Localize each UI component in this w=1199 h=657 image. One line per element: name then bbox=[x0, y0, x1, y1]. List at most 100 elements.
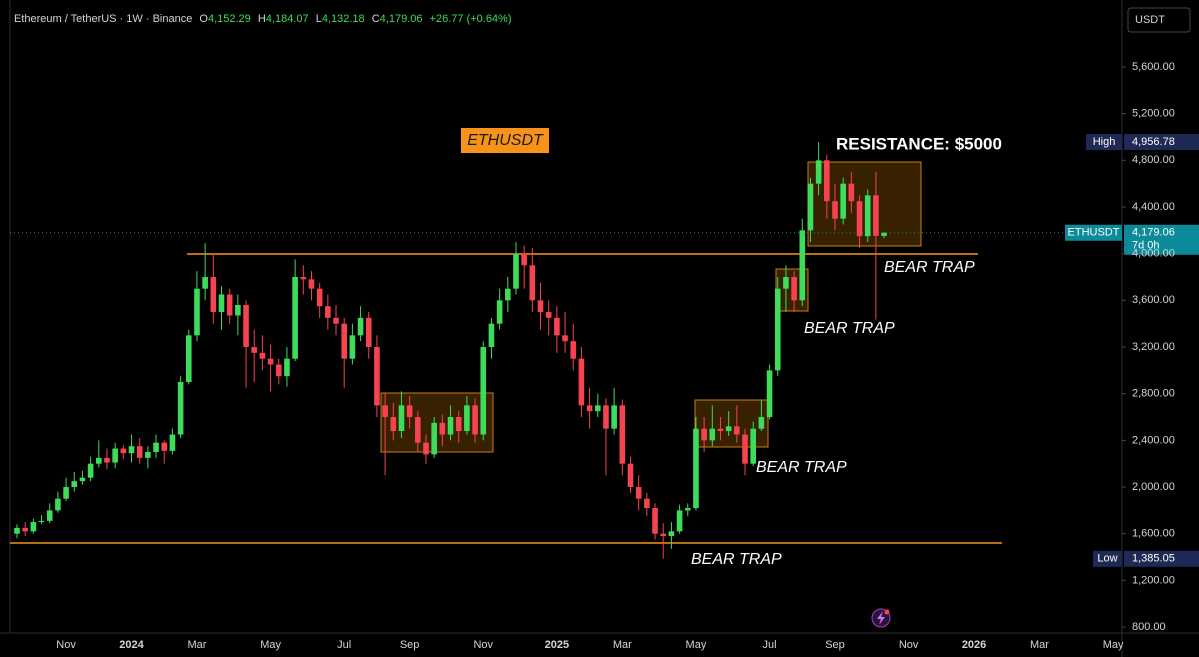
candle-body bbox=[218, 294, 225, 313]
candle-body bbox=[774, 288, 781, 371]
ohlc-key: L bbox=[316, 13, 322, 25]
candle-body bbox=[684, 508, 691, 511]
candle-body bbox=[415, 417, 421, 443]
candle-body bbox=[292, 277, 298, 359]
candle-body bbox=[169, 434, 176, 451]
y-tick-label: 3,600.00 bbox=[1132, 294, 1175, 306]
candle-body bbox=[562, 335, 568, 342]
x-tick-label: Nov bbox=[899, 639, 919, 651]
candle-body bbox=[447, 417, 454, 435]
candle-body bbox=[480, 347, 487, 435]
candle-body bbox=[783, 277, 789, 289]
candle-body bbox=[807, 183, 814, 231]
ohlc-key: C bbox=[372, 13, 380, 25]
y-tick-label: 1,600.00 bbox=[1132, 528, 1175, 540]
candle-body bbox=[742, 434, 748, 464]
y-tick-label: 4,000.00 bbox=[1132, 248, 1175, 260]
candle-body bbox=[717, 428, 724, 432]
alert-icon-dot bbox=[884, 609, 890, 615]
candle-body bbox=[815, 160, 822, 184]
candle-body bbox=[46, 510, 53, 521]
candle-body bbox=[603, 405, 609, 429]
candle-body bbox=[14, 527, 20, 534]
x-tick-label: Mar bbox=[1030, 639, 1049, 651]
x-tick-label: 2026 bbox=[962, 639, 986, 651]
candle-body bbox=[627, 463, 634, 488]
price-tag-label: ETHUSDT bbox=[1068, 227, 1120, 239]
x-tick-label: 2025 bbox=[545, 639, 569, 651]
candle-body bbox=[284, 358, 290, 377]
candle-body bbox=[545, 312, 552, 318]
y-tick-label: 4,800.00 bbox=[1132, 154, 1175, 166]
candle-body bbox=[856, 201, 863, 237]
candle-body bbox=[758, 417, 765, 429]
y-tick-label: 2,400.00 bbox=[1132, 434, 1175, 446]
candle-body bbox=[791, 277, 797, 301]
candle-body bbox=[406, 405, 413, 418]
candle-body bbox=[619, 405, 626, 464]
symbol-box-label: ETHUSDT bbox=[467, 132, 544, 149]
candle-body bbox=[275, 364, 282, 377]
price-tag-value-box bbox=[1124, 224, 1199, 255]
candle-body bbox=[145, 452, 151, 458]
currency-button[interactable] bbox=[1127, 7, 1191, 33]
candle-body bbox=[464, 405, 470, 432]
x-tick-label: Nov bbox=[473, 639, 493, 651]
candle-body bbox=[63, 487, 69, 499]
x-tick-label: Sep bbox=[400, 639, 420, 651]
candle-body bbox=[635, 487, 642, 499]
candle-body bbox=[701, 428, 707, 441]
candle-body bbox=[611, 405, 617, 429]
candle-body bbox=[505, 288, 511, 301]
candle-body bbox=[488, 323, 495, 348]
candle-body bbox=[496, 300, 503, 324]
candle-body bbox=[226, 294, 233, 316]
candle-body bbox=[423, 442, 429, 455]
candle-body bbox=[570, 341, 577, 359]
y-tick-label: 800.00 bbox=[1132, 621, 1166, 633]
candle-body bbox=[357, 317, 364, 336]
candle-body bbox=[873, 195, 879, 236]
price-tag-label-box bbox=[1086, 134, 1122, 151]
candle-body bbox=[259, 352, 266, 359]
candle-body bbox=[652, 508, 658, 534]
candle-body bbox=[79, 477, 86, 482]
candle-body bbox=[848, 183, 855, 202]
y-tick-label: 2,000.00 bbox=[1132, 481, 1175, 493]
candle-body bbox=[30, 522, 37, 532]
candle-body bbox=[267, 358, 274, 365]
candle-body bbox=[308, 279, 315, 289]
candle-body bbox=[725, 426, 732, 432]
price-tag-label-box bbox=[1065, 224, 1122, 241]
candle-body bbox=[832, 201, 838, 219]
candle-body bbox=[799, 230, 806, 301]
ohlc-value: 4,152.29 bbox=[208, 13, 251, 25]
candle-body bbox=[104, 457, 110, 463]
ohlc-value: 4,184.07 bbox=[266, 13, 309, 25]
candle-body bbox=[676, 510, 683, 532]
y-tick-label: 5,200.00 bbox=[1132, 108, 1175, 120]
candle-body bbox=[128, 446, 135, 454]
candle-body bbox=[398, 405, 405, 432]
x-tick-label: Nov bbox=[56, 639, 76, 651]
candle-body bbox=[325, 306, 331, 318]
y-tick-label: 1,200.00 bbox=[1132, 574, 1175, 586]
price-tag-value-box bbox=[1124, 550, 1199, 567]
candle-body bbox=[382, 405, 388, 418]
candle-body bbox=[243, 305, 249, 348]
candle-body bbox=[455, 417, 462, 432]
candle-body bbox=[864, 195, 871, 237]
ohlc-key: H bbox=[258, 13, 266, 25]
candle-body bbox=[365, 317, 372, 348]
candle-body bbox=[439, 422, 446, 435]
bear-trap-label: BEAR TRAP bbox=[756, 459, 847, 476]
candle-body bbox=[431, 422, 437, 455]
currency-label[interactable]: USDT bbox=[1135, 14, 1165, 26]
candle-body bbox=[341, 323, 347, 359]
candle-body bbox=[644, 498, 650, 509]
price-tag-label: Low bbox=[1097, 553, 1117, 565]
candle-body bbox=[513, 253, 519, 289]
candle-body bbox=[709, 428, 716, 441]
candle-body bbox=[55, 498, 61, 511]
